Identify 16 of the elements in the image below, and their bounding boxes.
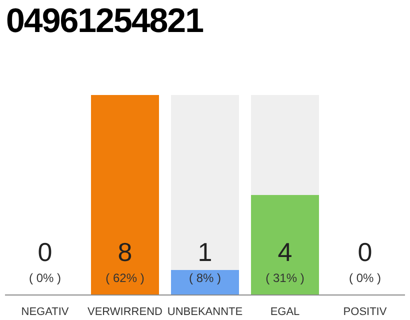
annotation: ( 31% ) — [266, 271, 304, 285]
annotation: ( 8% ) — [188, 271, 222, 285]
annotation: ( 0% ) — [28, 271, 62, 285]
data-label: 4 — [278, 237, 292, 267]
annotation: ( 0% ) — [348, 271, 382, 285]
chart-title: 04961254821 — [6, 2, 204, 41]
annotation: ( 62% ) — [106, 271, 144, 285]
x-tick-label: EGAL — [270, 306, 300, 318]
data-label: 8 — [118, 237, 132, 267]
data-label: 0 — [38, 237, 52, 267]
x-tick-label: NEGATIV — [21, 306, 70, 318]
data-label: 1 — [198, 237, 212, 267]
x-tick-label: VERWIRREND — [88, 306, 163, 318]
data-label: 0 — [358, 237, 372, 267]
x-tick-label: POSITIV — [343, 306, 388, 318]
x-tick-label: UNBEKANNTE — [167, 306, 243, 318]
